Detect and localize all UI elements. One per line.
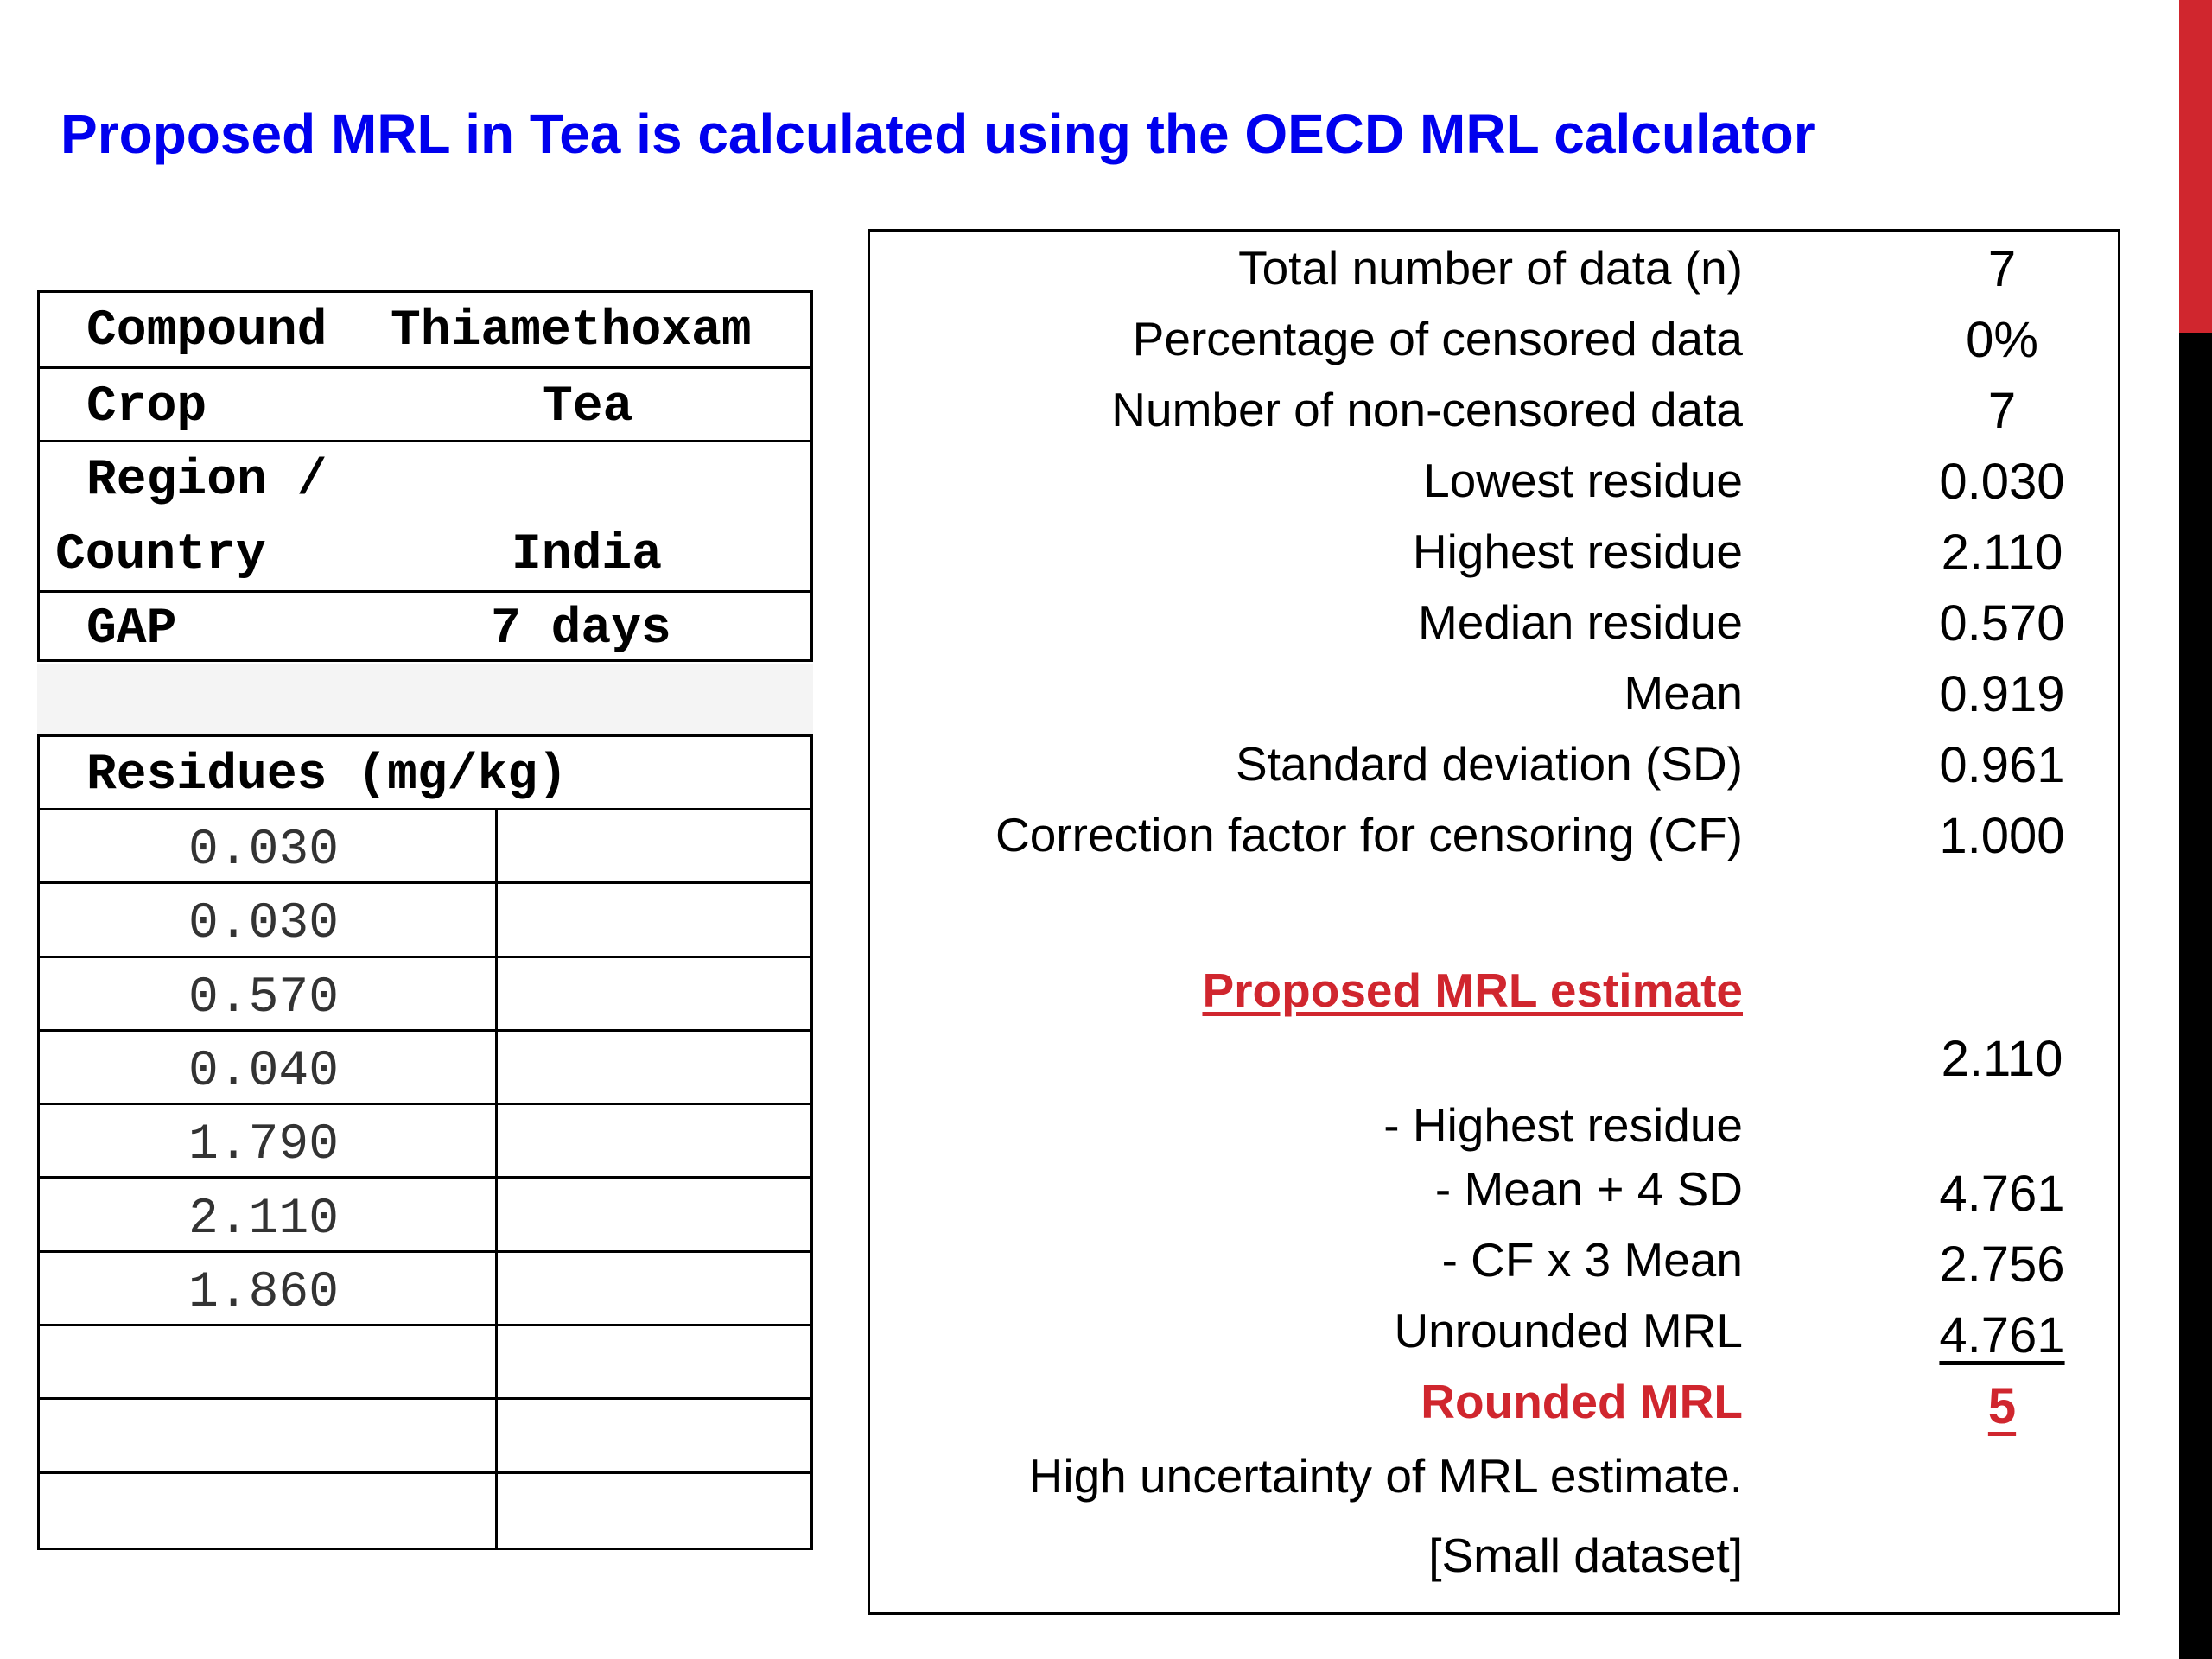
estimate-label-highest: - Highest residue [1383,1098,1743,1152]
dataset-note: [Small dataset] [1428,1529,1743,1582]
spacer-band [37,664,813,734]
info-row-crop: Crop Tea [40,366,810,440]
crop-label: Crop [86,379,207,435]
residues-header-label: Residues (mg/kg) [86,747,568,804]
residue-value: 0.570 [188,969,340,1027]
estimate-label-mean-4sd: - Mean + 4 SD [1434,1162,1743,1216]
stat-label-cf: Correction factor for censoring (CF) [995,808,1743,861]
estimate-value-unrounded: 4.761 [1939,1307,2065,1363]
residues-table: Residues (mg/kg) 0.030 0.030 0.570 0.040… [37,734,813,1550]
residue-value: 0.040 [188,1043,340,1100]
gap-value: 7 days [491,601,671,658]
stat-label-mean: Mean [1624,666,1743,720]
gap-label: GAP [86,601,177,658]
table-row: 0.030 [40,884,810,958]
region-label-line2: Country [55,527,266,583]
stat-label-median: Median residue [1417,595,1743,649]
residue-value: 0.030 [188,823,340,879]
stat-label-censored-pct: Percentage of censored data [1132,312,1743,365]
stat-value-median: 0.570 [1939,595,2065,652]
residue-cell [40,1400,498,1471]
estimate-label-cf-3mean: - CF x 3 Mean [1441,1233,1743,1287]
side-accent-black [2179,333,2212,1659]
stat-value-sd: 0.961 [1939,737,2065,793]
estimate-heading: Proposed MRL estimate [1202,963,1743,1017]
estimate-value-mean-4sd: 4.761 [1939,1166,2065,1222]
info-table: Compound Thiamethoxam Crop Tea Region / … [37,290,813,662]
residue-value: 1.790 [188,1117,340,1174]
estimate-value-rounded: 5 [1987,1378,2017,1434]
table-row: 0.040 [40,1031,810,1106]
crop-value: Tea [543,379,633,435]
stat-label-highest: Highest residue [1412,524,1743,578]
estimate-label-rounded: Rounded MRL [1421,1375,1743,1428]
estimate-value-cf-3mean: 2.756 [1939,1236,2065,1293]
residue-cell: 0.570 [40,957,498,1029]
stat-value-mean: 0.919 [1939,666,2065,722]
estimate-value-highest: 2.110 [1941,1031,2063,1087]
table-row: 2.110 [40,1179,810,1253]
estimate-label-unrounded: Unrounded MRL [1394,1304,1743,1357]
stat-label-non-censored: Number of non-censored data [1111,383,1743,436]
table-row: 0.030 [40,810,810,885]
compound-label: Compound [86,303,327,359]
stat-value-non-censored: 7 [1987,383,2017,439]
stat-value-highest: 2.110 [1941,524,2063,581]
table-row: 1.860 [40,1252,810,1327]
residue-cell: 0.040 [40,1031,498,1103]
info-row-gap: GAP 7 days [40,590,810,662]
table-row: 1.790 [40,1105,810,1179]
info-row-compound: Compound Thiamethoxam [40,293,810,366]
stat-value-lowest: 0.030 [1939,454,2065,510]
residue-value: 0.030 [188,896,340,953]
table-row [40,1326,810,1401]
residue-value: 2.110 [188,1191,340,1248]
residue-cell: 1.790 [40,1105,498,1177]
table-row: 0.570 [40,957,810,1032]
residue-cell: 2.110 [40,1179,498,1250]
residue-cell [40,1473,498,1548]
stat-value-censored-pct: 0% [1966,312,2038,368]
table-row [40,1400,810,1474]
uncertainty-note: High uncertainty of MRL estimate. [1028,1449,1743,1503]
compound-value: Thiamethoxam [391,303,752,359]
slide-title: Proposed MRL in Tea is calculated using … [60,103,1815,165]
info-row-region: Region / Country India [40,440,810,590]
region-value: India [512,527,663,583]
stat-label-sd: Standard deviation (SD) [1236,737,1743,791]
stat-label-n: Total number of data (n) [1238,241,1743,295]
residues-header: Residues (mg/kg) [40,737,810,810]
statistics-panel: Total number of data (n) 7 Percentage of… [868,229,2120,1615]
side-accent-red [2179,0,2212,333]
residue-cell: 0.030 [40,884,498,956]
table-row [40,1473,810,1548]
stat-label-lowest: Lowest residue [1423,454,1743,507]
residue-cell: 1.860 [40,1252,498,1325]
residue-cell: 0.030 [40,810,498,882]
region-label-line1: Region / [86,453,327,509]
residue-value: 1.860 [188,1264,340,1321]
stat-value-n: 7 [1987,241,2017,297]
residue-cell [40,1326,498,1398]
residues-body: 0.030 0.030 0.570 0.040 1.790 2.110 1.86… [40,810,810,1548]
stat-value-cf: 1.000 [1939,808,2065,864]
